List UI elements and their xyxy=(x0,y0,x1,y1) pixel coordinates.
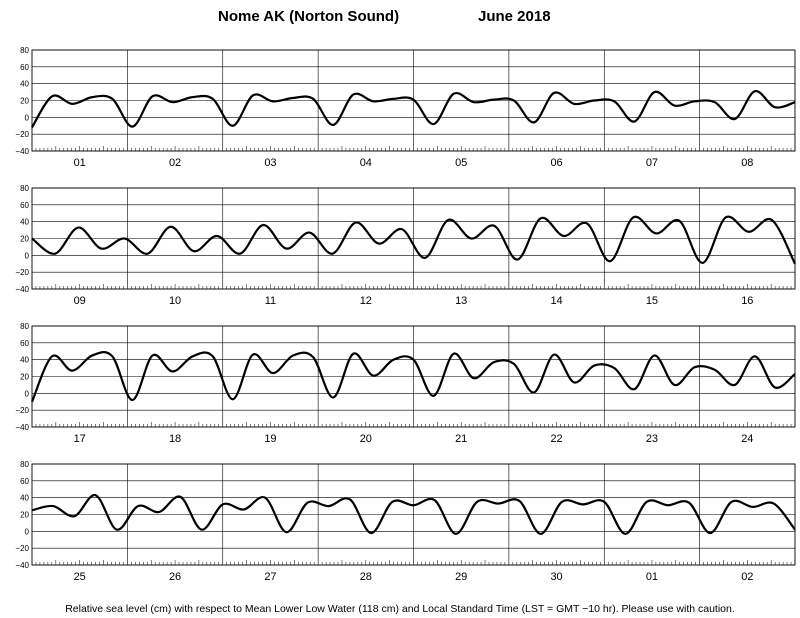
panel-4: −40 −20 0 20 40 60 80 25 26 27 28 29 30 01 02 xyxy=(15,460,796,583)
day-label: 14 xyxy=(550,295,562,307)
y-tick-label: 80 xyxy=(20,184,29,193)
y-tick-label: 40 xyxy=(20,218,29,227)
y-tick-label: −40 xyxy=(15,423,29,432)
tide-series-line xyxy=(31,90,796,129)
day-label: 04 xyxy=(360,157,372,169)
day-label: 02 xyxy=(741,571,753,583)
y-tick-label: 40 xyxy=(20,494,29,503)
day-label: 20 xyxy=(360,433,372,445)
y-tick-label: −40 xyxy=(15,561,29,570)
y-tick-label: 80 xyxy=(20,460,29,469)
day-label: 05 xyxy=(455,157,467,169)
panel-3: −40 −20 0 20 40 60 80 17 18 19 20 21 22 23 24 xyxy=(15,322,796,445)
tide-series-line xyxy=(30,351,796,403)
panel-frame xyxy=(31,325,796,428)
day-label: 06 xyxy=(550,157,562,169)
y-tick-label: −40 xyxy=(15,285,29,294)
tide-series-line xyxy=(31,215,796,265)
day-label: 01 xyxy=(74,157,86,169)
day-label: 11 xyxy=(265,295,276,307)
day-label: 19 xyxy=(264,433,276,445)
day-label: 15 xyxy=(646,295,658,307)
day-label: 02 xyxy=(169,157,181,169)
y-tick-label: 0 xyxy=(25,251,30,260)
y-tick-label: −20 xyxy=(15,544,29,553)
panel-frame xyxy=(31,463,796,566)
y-tick-label: −40 xyxy=(15,147,29,156)
day-label: 07 xyxy=(646,157,658,169)
day-label: 26 xyxy=(169,571,181,583)
day-label: 27 xyxy=(264,571,276,583)
chart-month: June 2018 xyxy=(478,8,551,25)
day-label: 21 xyxy=(455,433,467,445)
day-label: 23 xyxy=(646,433,658,445)
y-tick-label: 60 xyxy=(20,63,29,72)
day-label: 29 xyxy=(455,571,467,583)
footnote: Relative sea level (cm) with respect to … xyxy=(65,603,735,615)
day-label: 30 xyxy=(550,571,562,583)
day-label: 03 xyxy=(264,157,276,169)
y-tick-label: 20 xyxy=(20,97,29,106)
y-tick-label: −20 xyxy=(15,130,29,139)
day-label: 01 xyxy=(646,571,658,583)
day-label: 28 xyxy=(360,571,372,583)
y-tick-label: 60 xyxy=(20,339,29,348)
y-tick-label: −20 xyxy=(15,406,29,415)
day-label: 22 xyxy=(550,433,562,445)
y-tick-label: 20 xyxy=(20,235,29,244)
day-label: 13 xyxy=(455,295,467,307)
day-label: 18 xyxy=(169,433,181,445)
chart-title: Nome AK (Norton Sound) xyxy=(218,8,399,25)
y-tick-label: 40 xyxy=(20,80,29,89)
day-label: 09 xyxy=(74,295,86,307)
day-label: 25 xyxy=(74,571,86,583)
y-tick-label: 0 xyxy=(25,527,30,536)
y-tick-label: 40 xyxy=(20,356,29,365)
day-label: 12 xyxy=(360,295,372,307)
day-label: 16 xyxy=(741,295,753,307)
y-tick-label: 0 xyxy=(25,389,30,398)
y-tick-label: −20 xyxy=(15,268,29,277)
day-label: 08 xyxy=(741,157,753,169)
y-tick-label: 20 xyxy=(20,373,29,382)
y-tick-label: 20 xyxy=(20,511,29,520)
panel-1: −40 −20 0 20 40 60 80 01 02 03 04 05 06 07 08 xyxy=(15,46,796,169)
panel-2: −40 −20 0 20 40 60 80 09 10 11 12 13 14 15 16 xyxy=(15,184,796,307)
y-tick-label: 60 xyxy=(20,201,29,210)
y-tick-label: 0 xyxy=(25,113,30,122)
tide-series-line xyxy=(31,494,796,535)
panel-frame xyxy=(31,49,796,152)
y-tick-label: 80 xyxy=(20,46,29,55)
day-label: 24 xyxy=(741,433,753,445)
day-label: 17 xyxy=(74,433,86,445)
day-label: 10 xyxy=(169,295,181,307)
y-tick-label: 60 xyxy=(20,477,29,486)
y-tick-label: 80 xyxy=(20,322,29,331)
